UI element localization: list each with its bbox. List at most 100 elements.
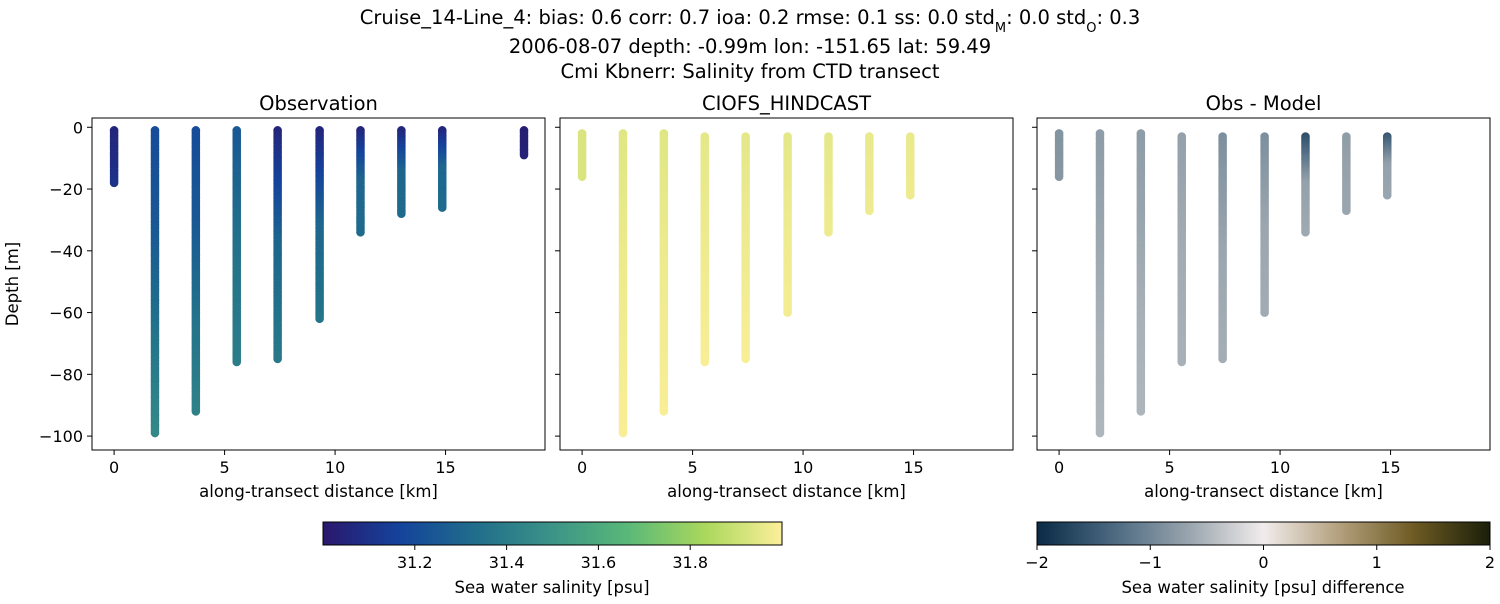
axes-frame	[91, 117, 546, 451]
model-panel: CIOFS_HINDCAST 0 5 10 15 along-transect dista…	[555, 92, 1014, 501]
data-point	[1177, 357, 1187, 367]
data-point	[1301, 227, 1310, 237]
profile	[232, 126, 242, 367]
colorbar-tick-label: 31.4	[489, 553, 525, 572]
profile	[700, 132, 710, 367]
x-tick-label: 15	[903, 458, 923, 477]
y-tick-label: −20	[49, 180, 83, 199]
figure-title-line-1: Cruise_14-Line_4: bias: 0.6 corr: 0.7 io…	[360, 6, 1141, 36]
data-point	[1342, 206, 1351, 215]
x-axis-label: along-transect distance [km]	[1144, 482, 1383, 501]
profile	[1054, 129, 1064, 181]
profile	[519, 126, 529, 160]
data-point	[356, 227, 365, 237]
data-point	[191, 407, 201, 416]
data-point	[1054, 172, 1064, 181]
x-tick-label: 15	[1380, 458, 1400, 477]
axes-frame	[1036, 117, 1491, 451]
data-point	[1382, 190, 1392, 200]
x-tick-label: 5	[687, 458, 697, 477]
colorbar-tick-label: 1	[1372, 553, 1382, 572]
x-axis-label: along-transect distance [km]	[199, 482, 438, 501]
data-point	[1095, 428, 1105, 438]
salinity-colorbar-label: Sea water salinity [psu]	[454, 578, 649, 597]
profile	[1382, 132, 1392, 200]
x-tick-label: 0	[1054, 458, 1064, 477]
profile	[1260, 132, 1269, 317]
y-axis-label: Depth [m]	[3, 242, 22, 326]
data-point	[824, 227, 833, 237]
difference-colorbar-label: Sea water salinity [psu] difference	[1121, 578, 1404, 597]
colorbar-tick-label: −1	[1138, 553, 1162, 572]
x-tick-label: 10	[1270, 458, 1290, 477]
panel-title: Observation	[259, 92, 378, 115]
x-tick-label: 10	[325, 458, 345, 477]
data-point	[232, 357, 242, 367]
x-tick-label: 10	[793, 458, 813, 477]
colorbar-tick-label: 31.2	[397, 553, 433, 572]
axes-frame	[559, 117, 1014, 451]
data-point	[783, 308, 792, 317]
data-point	[519, 150, 529, 160]
panel-title: Obs - Model	[1206, 92, 1322, 115]
colorbar-tick-label: −2	[1025, 553, 1049, 572]
profile	[1095, 129, 1105, 438]
x-tick-label: 5	[219, 458, 229, 477]
profile	[150, 126, 160, 438]
profile	[1218, 132, 1227, 364]
profile	[618, 129, 628, 438]
data-point	[437, 203, 447, 212]
profile	[783, 132, 792, 317]
figure-title-line-2: 2006-08-07 depth: -0.99m lon: -151.65 la…	[509, 35, 991, 58]
x-axis-label: along-transect distance [km]	[667, 482, 906, 501]
profile	[1136, 129, 1146, 416]
data-point	[1260, 308, 1269, 317]
x-tick-label: 0	[109, 458, 119, 477]
profile	[659, 129, 669, 416]
difference-colorbar: Sea water salinity [psu] difference −2 −1…	[1025, 521, 1495, 597]
data-point	[700, 357, 710, 367]
colorbar-tick-label: 2	[1485, 553, 1495, 572]
data-point	[577, 172, 587, 181]
data-point	[109, 178, 119, 188]
data-point	[659, 407, 669, 416]
figure-title-line-3: Cmi Kbnerr: Salinity from CTD transect	[560, 60, 939, 83]
profile	[109, 126, 119, 188]
colorbar-tick-label: 0	[1258, 553, 1268, 572]
profile	[397, 126, 406, 219]
observation-panel: Observation 0 5 10 15 along-transect distance…	[3, 92, 546, 501]
salinity-colorbar: Sea water salinity [psu] 31.2 31.4 31.6 31.…	[322, 521, 783, 597]
difference-colorbar-gradient	[1036, 521, 1491, 546]
profile	[315, 126, 324, 324]
difference-panel: Obs - Model 0 5 10 15 along-transect distance…	[1032, 92, 1491, 501]
y-tick-label: −100	[39, 427, 83, 446]
profile	[865, 132, 874, 215]
x-tick-label: 5	[1164, 458, 1174, 477]
profile	[437, 126, 447, 212]
y-tick-label: −60	[49, 304, 83, 323]
data-point	[905, 190, 915, 200]
profile	[191, 126, 201, 416]
profile	[577, 129, 587, 181]
data-point	[273, 354, 282, 364]
data-point	[1218, 354, 1227, 364]
profile	[273, 126, 282, 364]
y-tick-label: −40	[49, 242, 83, 261]
x-tick-label: 15	[435, 458, 455, 477]
profile	[824, 132, 833, 237]
profile	[1342, 132, 1351, 215]
colorbar-tick-label: 31.6	[581, 553, 617, 572]
profile	[1301, 132, 1310, 237]
colorbar-tick-label: 31.8	[672, 553, 708, 572]
panel-title: CIOFS_HINDCAST	[702, 92, 871, 115]
profile	[741, 132, 750, 364]
profile	[1177, 132, 1187, 367]
data-point	[741, 354, 750, 364]
data-point	[397, 209, 406, 219]
data-point	[865, 206, 874, 215]
data-point	[315, 314, 324, 324]
profile	[356, 126, 365, 237]
data-point	[150, 428, 160, 438]
profile	[905, 132, 915, 200]
